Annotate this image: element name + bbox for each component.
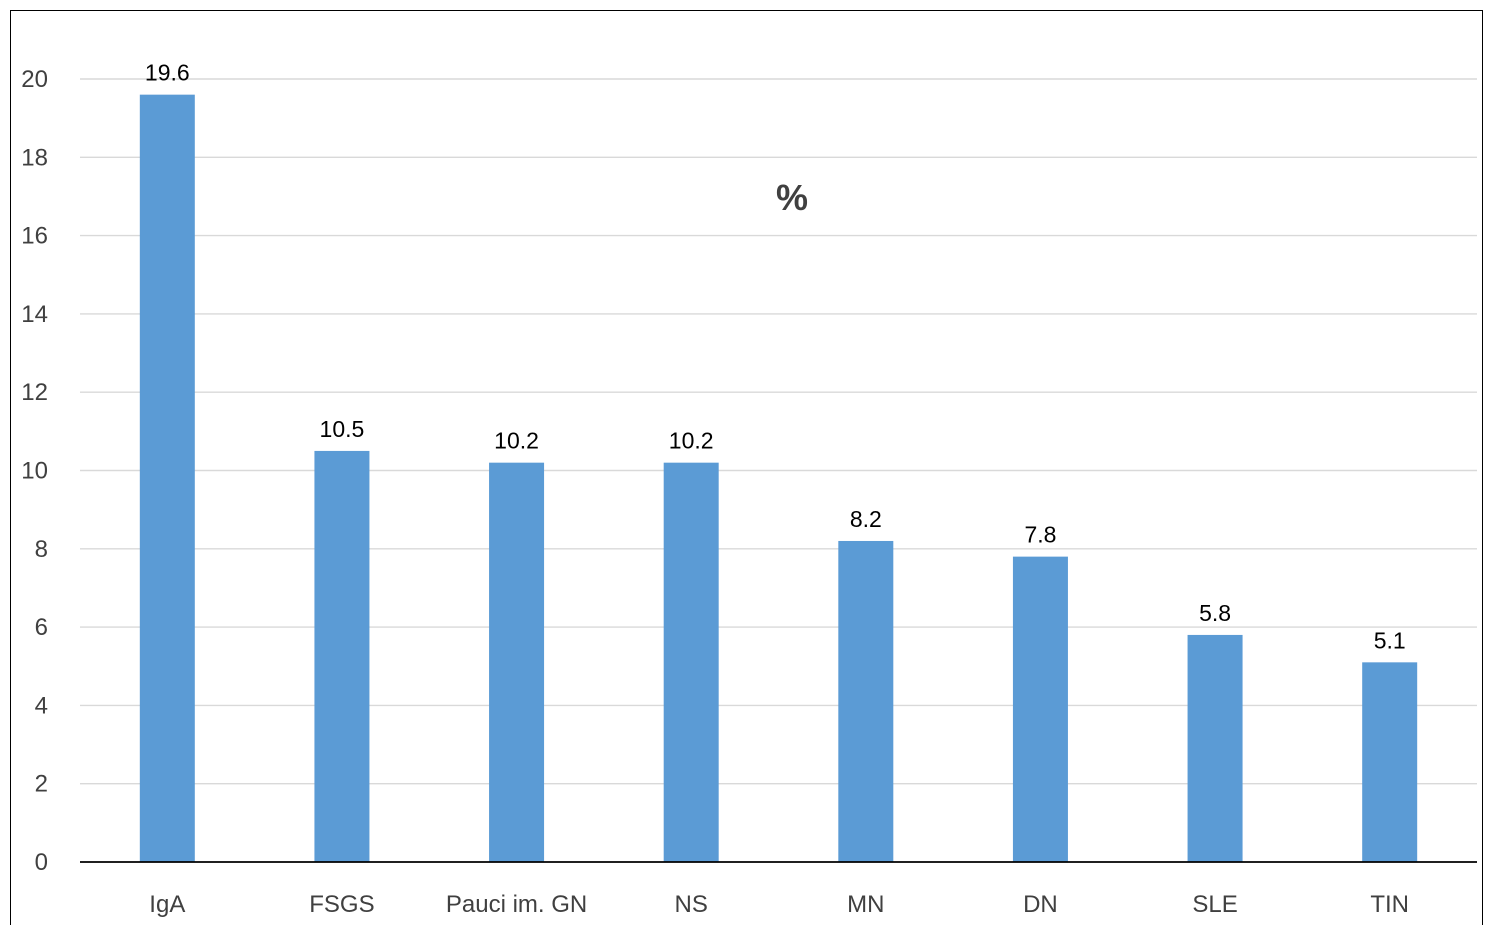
bar bbox=[1187, 634, 1243, 862]
data-label: 7.8 bbox=[1024, 522, 1056, 548]
y-tick-label: 20 bbox=[21, 66, 48, 93]
gridlines bbox=[80, 78, 1477, 785]
bar bbox=[139, 94, 195, 862]
category-label: MN bbox=[847, 891, 884, 918]
y-tick-label: 14 bbox=[21, 301, 48, 328]
data-label: 8.2 bbox=[850, 506, 882, 532]
y-axis-ticks: 0 2 4 6 8 10 12 14 16 18 20 bbox=[21, 66, 48, 876]
chart-title: % bbox=[776, 177, 808, 218]
y-tick-label: 0 bbox=[35, 849, 48, 876]
bar bbox=[314, 450, 370, 862]
y-tick-label: 18 bbox=[21, 144, 48, 171]
bar bbox=[1012, 556, 1068, 862]
data-label: 19.6 bbox=[145, 60, 190, 86]
bar bbox=[489, 462, 545, 862]
data-labels: 19.6 10.5 10.2 10.2 8.2 7.8 5.8 5.1 bbox=[145, 60, 1406, 654]
y-tick-label: 2 bbox=[35, 771, 48, 798]
category-label: TIN bbox=[1370, 891, 1409, 918]
category-label: DN bbox=[1023, 891, 1058, 918]
data-label: 10.5 bbox=[320, 416, 365, 442]
category-label: SLE bbox=[1192, 891, 1237, 918]
bar bbox=[663, 462, 719, 862]
y-tick-label: 16 bbox=[21, 223, 48, 250]
data-label: 10.2 bbox=[669, 428, 714, 454]
data-label: 5.1 bbox=[1374, 627, 1406, 653]
y-tick-label: 4 bbox=[35, 692, 48, 719]
bar bbox=[838, 540, 894, 862]
bar bbox=[1362, 662, 1418, 862]
category-label: FSGS bbox=[309, 891, 374, 918]
y-tick-label: 12 bbox=[21, 379, 48, 406]
category-label: NS bbox=[675, 891, 708, 918]
category-labels: IgA FSGS Pauci im. GN NS MN DN SLE TIN bbox=[149, 891, 1409, 918]
data-label: 10.2 bbox=[494, 428, 539, 454]
bars bbox=[139, 94, 1418, 862]
category-label: IgA bbox=[149, 891, 185, 918]
data-label: 5.8 bbox=[1199, 600, 1231, 626]
category-label: Pauci im. GN bbox=[446, 891, 587, 918]
y-tick-label: 8 bbox=[35, 536, 48, 563]
y-tick-label: 10 bbox=[21, 458, 48, 485]
y-tick-label: 6 bbox=[35, 614, 48, 641]
